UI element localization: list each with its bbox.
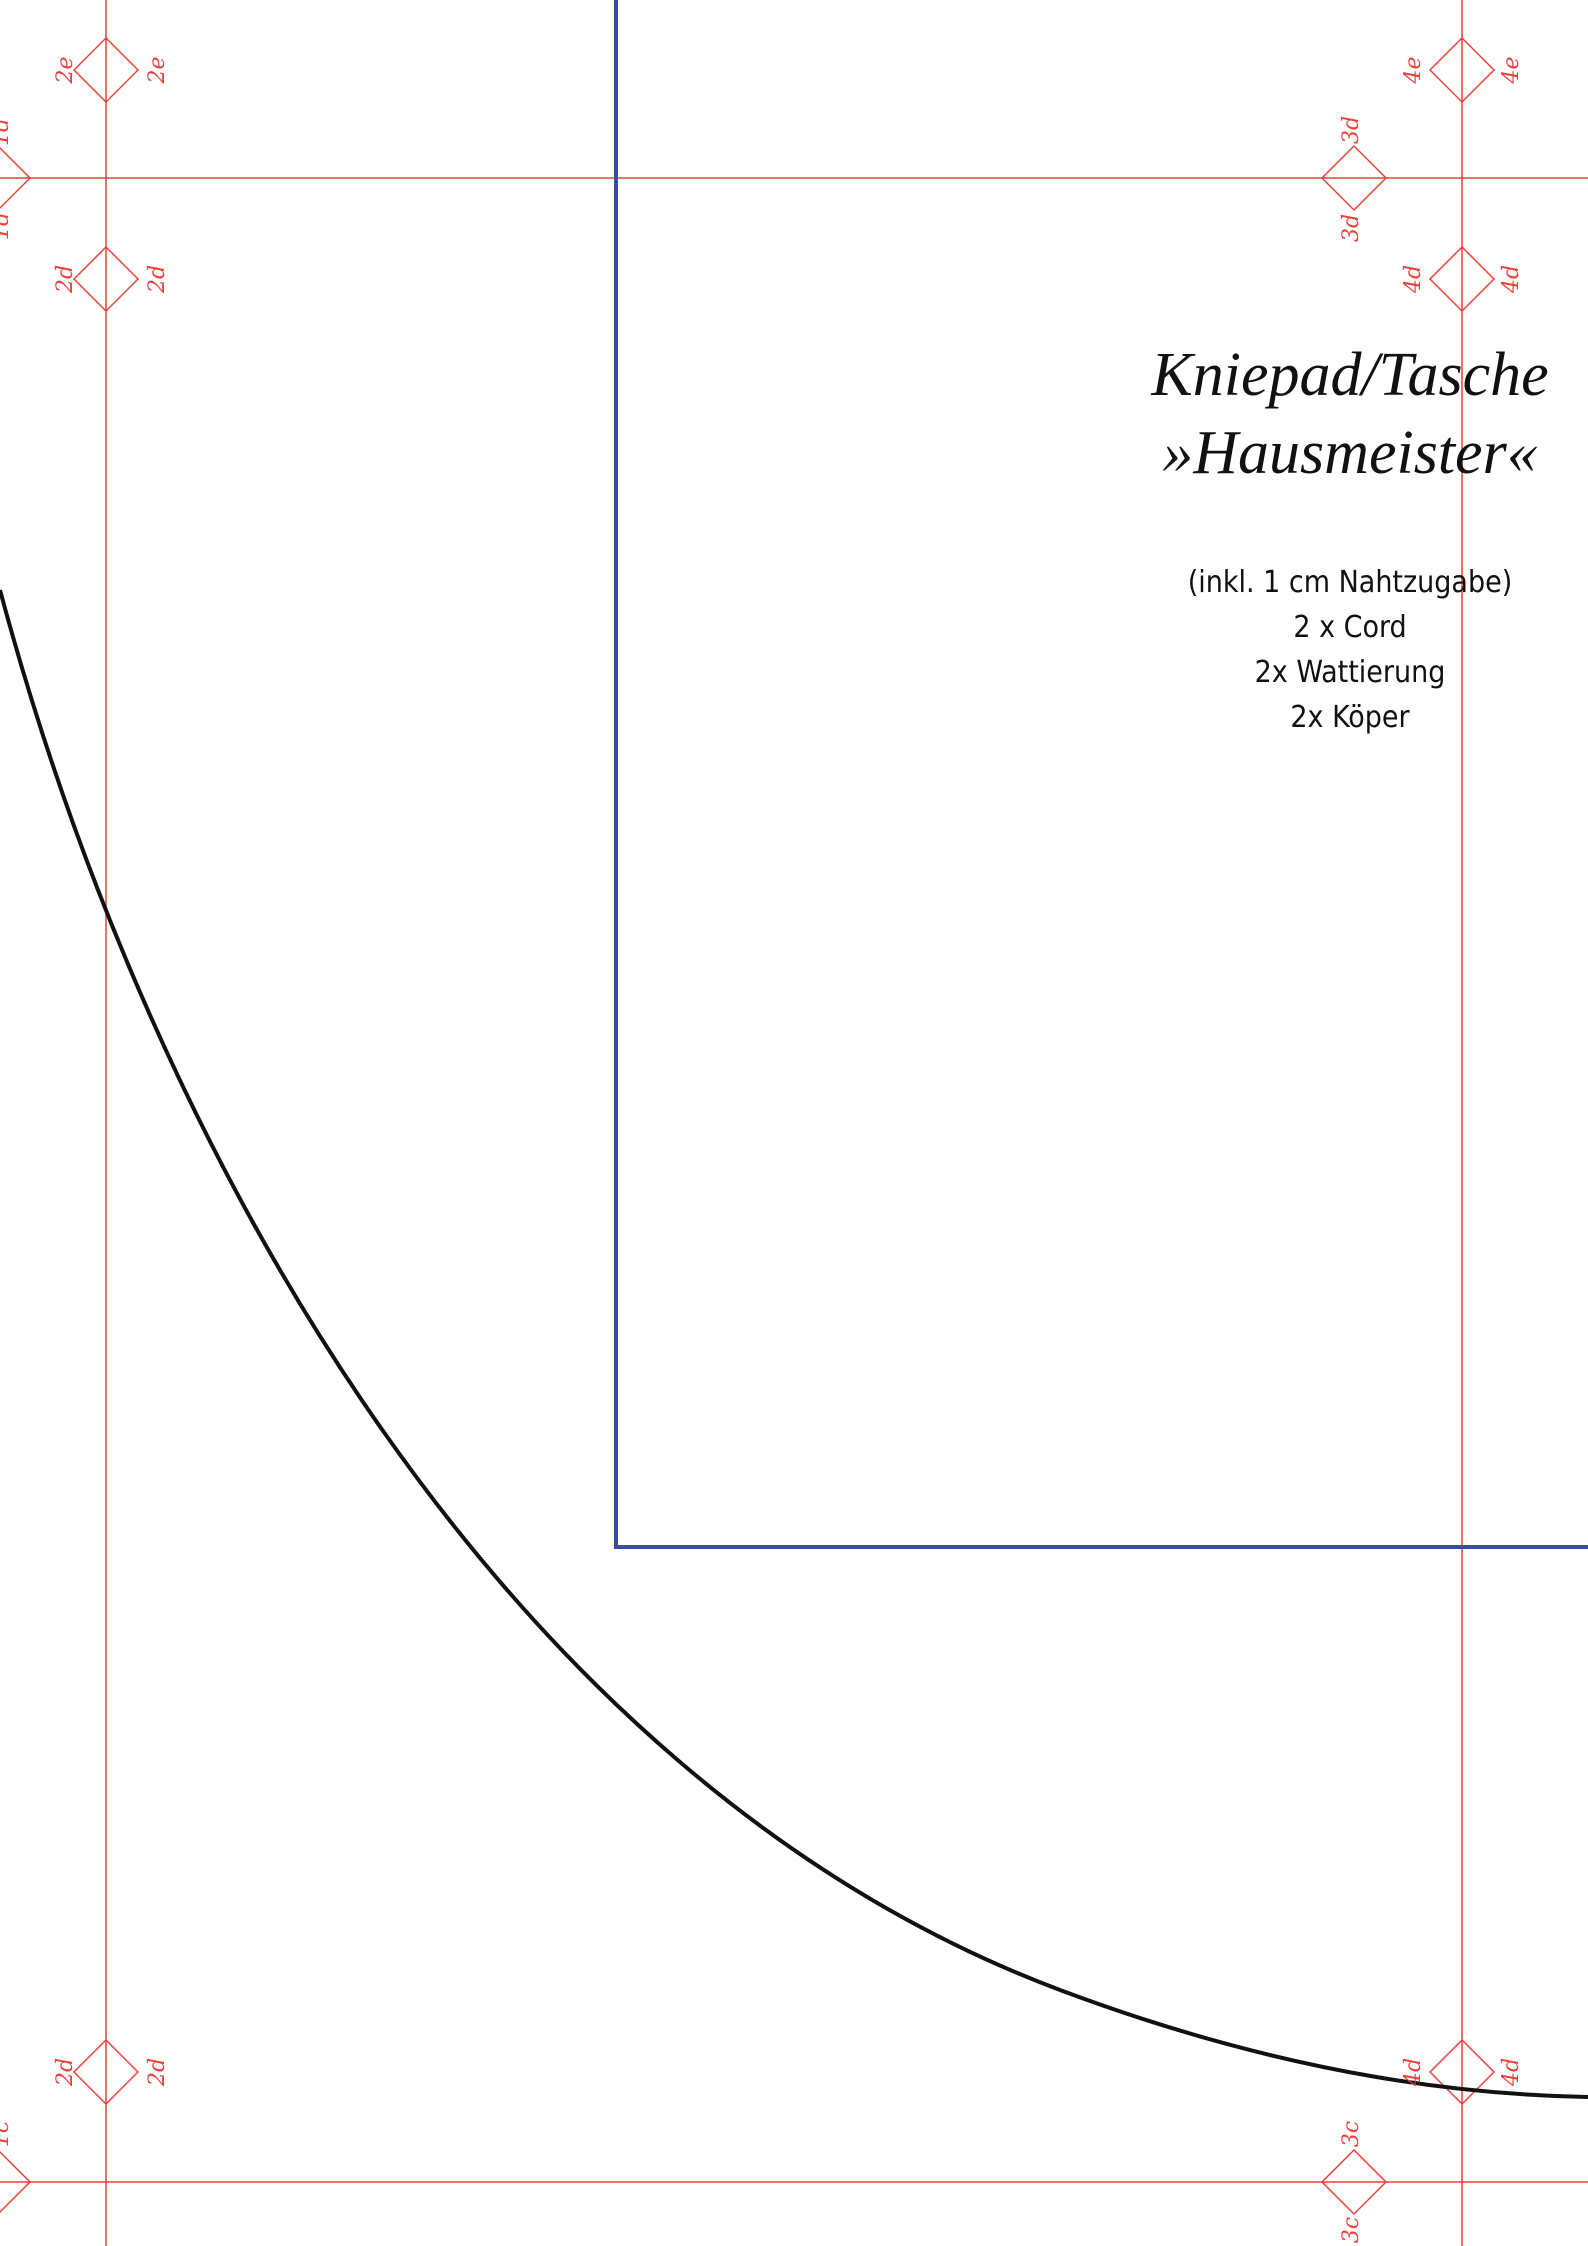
marker-2d-top-right: 2d bbox=[145, 265, 170, 294]
pattern-title-line2: »Hausmeister« bbox=[1162, 419, 1538, 487]
diamond-4d-bottom bbox=[1428, 2038, 1496, 2106]
diamond-2e-top bbox=[72, 36, 140, 104]
cut-line-curve bbox=[0, 589, 1588, 2099]
marker-2d-bottom-left: 2d bbox=[53, 2058, 78, 2087]
marker-2d-bottom-right: 2d bbox=[145, 2058, 170, 2087]
marker-4d-top-left: 4d bbox=[1401, 265, 1426, 294]
marker-1c-edge: 1c bbox=[0, 2121, 14, 2147]
marker-3d-lower: 3d bbox=[1339, 214, 1364, 242]
diamond-1c-edge bbox=[0, 2150, 32, 2214]
diamond-3c-bottom bbox=[1320, 2148, 1388, 2216]
diamond-3d-top bbox=[1320, 144, 1388, 212]
marker-1d-lower: 1d bbox=[0, 212, 14, 240]
marker-3d-upper: 3d bbox=[1339, 116, 1364, 144]
marker-labels: 2e 2e 2d 2d 1d 1d 4e 4e 3d 3d 4d 4d 2d 2… bbox=[0, 56, 1524, 2243]
diamond-1d-edge bbox=[0, 146, 32, 210]
marker-4d-bottom-right: 4d bbox=[1499, 2058, 1524, 2087]
diamond-2d-bottom bbox=[72, 2038, 140, 2106]
marker-2e-right: 2e bbox=[145, 56, 170, 84]
marker-4e-left: 4e bbox=[1401, 56, 1426, 84]
marker-3c-upper: 3c bbox=[1339, 2121, 1364, 2147]
marker-1d-upper: 1d bbox=[0, 118, 14, 146]
material-koeper: 2x Köper bbox=[1290, 700, 1410, 735]
diamond-4d-top bbox=[1428, 245, 1496, 313]
marker-2d-top-left: 2d bbox=[53, 265, 78, 294]
diamond-4e-top bbox=[1428, 36, 1496, 104]
material-cord: 2 x Cord bbox=[1293, 610, 1407, 645]
alignment-diamonds bbox=[0, 36, 1496, 2216]
marker-4d-top-right: 4d bbox=[1499, 265, 1524, 294]
pattern-title-line1: Kniepad/Tasche bbox=[1151, 341, 1549, 409]
marker-2e-left: 2e bbox=[53, 56, 78, 84]
diamond-2d-top bbox=[72, 245, 140, 313]
pocket-outline bbox=[614, 0, 1588, 1549]
marker-3c-lower: 3c bbox=[1339, 2217, 1364, 2243]
marker-4e-right: 4e bbox=[1499, 56, 1524, 84]
material-wattierung: 2x Wattierung bbox=[1254, 655, 1446, 690]
seam-allowance-note: (inkl. 1 cm Nahtzugabe) bbox=[1187, 565, 1513, 600]
marker-4d-bottom-left: 4d bbox=[1401, 2058, 1426, 2087]
